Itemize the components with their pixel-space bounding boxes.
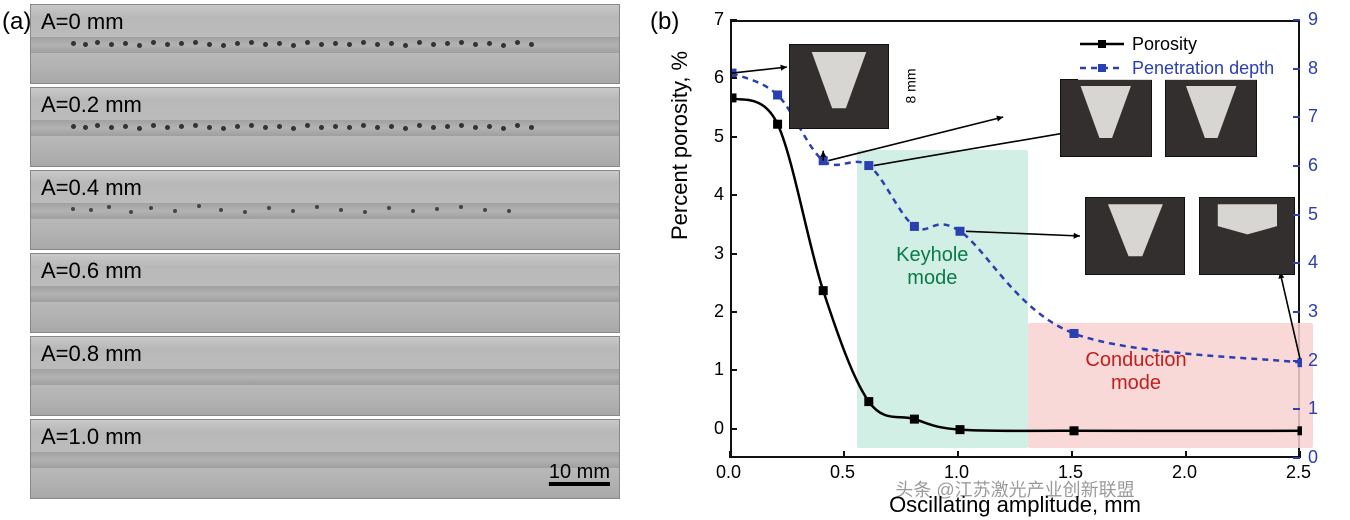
- strip-5: A=1.0 mm: [30, 419, 620, 499]
- strip-1: A=0.2 mm: [30, 87, 620, 167]
- strip-4: A=0.8 mm: [30, 336, 620, 416]
- micrograph-stack: A=0 mm A=0.2 mm A=0.4 mm A=0.6 mm A=0.8 …: [30, 4, 620, 499]
- porosity-marker: [910, 415, 919, 424]
- cross-section-inset-1: [1060, 79, 1152, 157]
- yleft-tick-label: 0: [714, 418, 724, 439]
- penetration-marker: [910, 222, 919, 231]
- yright-tick-label: 0: [1308, 447, 1318, 468]
- yright-tick-label: 5: [1308, 204, 1318, 225]
- inset-annotation: 8 mm: [903, 69, 919, 104]
- xtick-label: 0.0: [716, 462, 741, 483]
- porosity-marker: [1070, 426, 1079, 435]
- porosity-marker: [819, 286, 828, 295]
- y-left-title: Percent porosity, %: [667, 51, 693, 240]
- panel-a-label: (a): [2, 8, 31, 36]
- scale-bar-text: 10 mm: [549, 461, 610, 484]
- strip-5-label: A=1.0 mm: [41, 424, 142, 450]
- yright-tick-label: 8: [1308, 58, 1318, 79]
- yright-tick-label: 6: [1308, 155, 1318, 176]
- porosity-marker: [732, 93, 737, 102]
- strip-2: A=0.4 mm: [30, 170, 620, 250]
- legend: PorosityPenetration depth: [1078, 32, 1288, 80]
- watermark: 头条 @江苏激光产业创新联盟: [730, 476, 1300, 502]
- strip-3-label: A=0.6 mm: [41, 258, 142, 284]
- scale-bar: 10 mm: [549, 461, 610, 484]
- xtick-label: 1.5: [1058, 462, 1083, 483]
- strip-0: A=0 mm: [30, 4, 620, 84]
- yleft-tick-label: 4: [714, 184, 724, 205]
- yleft-tick-label: 7: [714, 9, 724, 30]
- cross-section-inset-0: [789, 44, 889, 129]
- xtick-label: 1.0: [944, 462, 969, 483]
- panel-a: (a) A=0 mm A=0.2 mm A=0.4 mm A=0.6 mm A=…: [0, 0, 650, 520]
- yleft-tick-label: 1: [714, 359, 724, 380]
- porosity-marker: [1298, 426, 1303, 435]
- yleft-tick-label: 2: [714, 301, 724, 322]
- xtick-label: 2.0: [1172, 462, 1197, 483]
- porosity-marker: [956, 425, 965, 434]
- yright-tick-label: 4: [1308, 252, 1318, 273]
- yright-tick-label: 7: [1308, 106, 1318, 127]
- panel-b: (b) Percent porosity, % Penetration dept…: [650, 0, 1350, 520]
- legend-item: Penetration depth: [1078, 56, 1288, 80]
- penetration-marker: [864, 161, 873, 170]
- penetration-marker: [956, 227, 965, 236]
- strip-1-label: A=0.2 mm: [41, 92, 142, 118]
- strip-2-label: A=0.4 mm: [41, 175, 142, 201]
- legend-item: Porosity: [1078, 32, 1288, 56]
- pore-dots: [71, 207, 599, 217]
- strip-4-label: A=0.8 mm: [41, 341, 142, 367]
- cross-section-inset-3: [1085, 197, 1185, 275]
- yright-tick-label: 9: [1308, 9, 1318, 30]
- cross-section-inset-2: [1165, 79, 1257, 157]
- chart-area: KeyholemodeConductionmode8 mmPorosityPen…: [730, 20, 1300, 458]
- yleft-tick-label: 5: [714, 126, 724, 147]
- strip-3: A=0.6 mm: [30, 253, 620, 333]
- pore-dots: [71, 124, 599, 134]
- penetration-marker: [773, 91, 782, 100]
- yleft-tick-label: 3: [714, 243, 724, 264]
- porosity-marker: [773, 120, 782, 129]
- strip-0-label: A=0 mm: [41, 9, 124, 35]
- yright-tick-label: 3: [1308, 301, 1318, 322]
- penetration-marker: [1070, 329, 1079, 338]
- porosity-marker: [864, 397, 873, 406]
- yright-tick-label: 2: [1308, 350, 1318, 371]
- pore-dots: [71, 41, 599, 51]
- xtick-label: 0.5: [830, 462, 855, 483]
- panel-b-label: (b): [650, 8, 679, 36]
- yleft-tick-label: 6: [714, 67, 724, 88]
- cross-section-inset-4: [1199, 197, 1295, 275]
- yright-tick-label: 1: [1308, 398, 1318, 419]
